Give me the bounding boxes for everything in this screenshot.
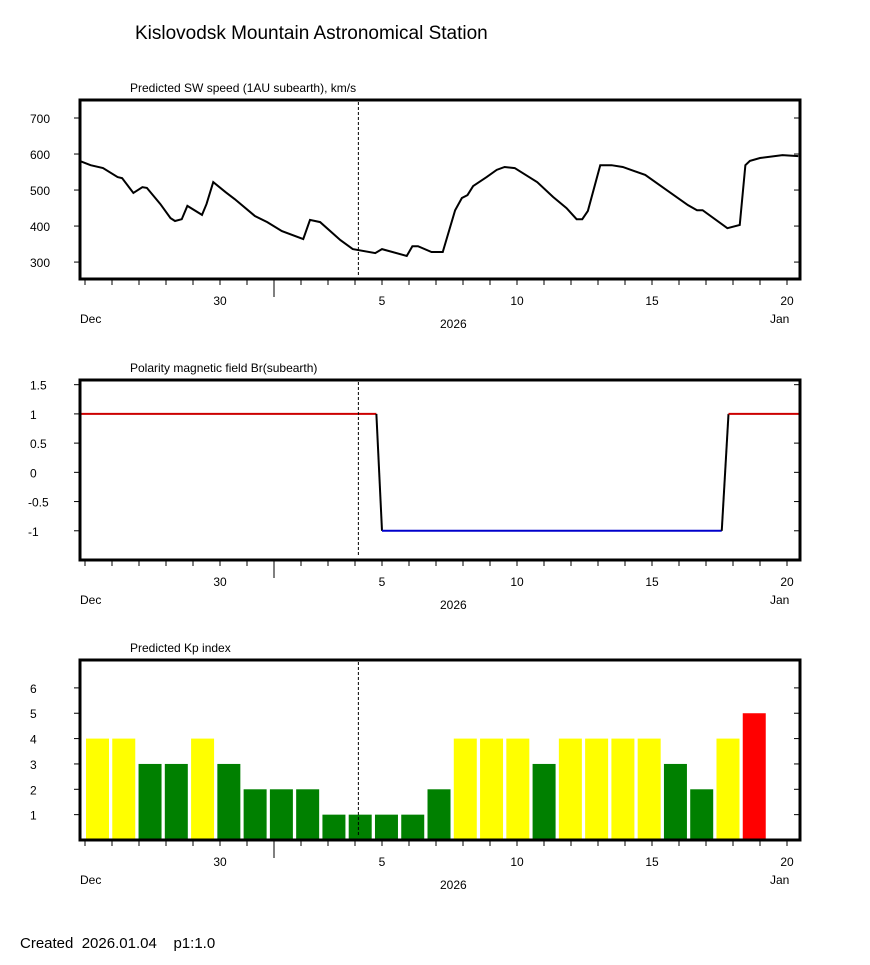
kp-bar-2026-01-08: [453, 738, 477, 840]
y-tick-label: 5: [30, 707, 37, 721]
kp-bar-2026-01-03: [322, 814, 346, 840]
x-tick-label: 20: [780, 575, 794, 589]
x-tick-label: 30: [213, 855, 227, 869]
x-month-left: Dec: [80, 873, 101, 887]
x-tick-label: 15: [645, 575, 659, 589]
kp-bar-2026-01-17: [690, 789, 714, 840]
panel-2: Polarity magnetic field Br(subearth) -1 -0…: [28, 361, 802, 612]
figure-title: Kislovodsk Mountain Astronomical Station: [135, 23, 488, 44]
kp-bar-2026-01-13: [585, 738, 609, 840]
y-tick-label: 1.5: [30, 379, 47, 393]
x-month-right: Jan: [770, 873, 789, 887]
x-tick-label: 15: [645, 294, 659, 308]
y-tick-label: 0.5: [30, 437, 47, 451]
kp-bar-2026-01-04: [348, 814, 372, 840]
y-tick-label: 500: [30, 184, 50, 198]
y-tick-label: 1: [30, 408, 37, 422]
x-tick-label: 30: [213, 294, 227, 308]
kp-bar-2026-01-18: [716, 738, 740, 840]
x-tick-label: 5: [379, 575, 386, 589]
x-tick-label: 15: [645, 855, 659, 869]
x-tick-label: 30: [213, 575, 227, 589]
x-tick-label: 20: [780, 855, 794, 869]
kp-bar-2026-01-06: [401, 814, 425, 840]
y-tick-label: 3: [30, 758, 37, 772]
x-month-right: Jan: [770, 593, 789, 607]
kp-bar-2026-01-14: [611, 738, 635, 840]
plot-frame: [78, 658, 802, 842]
kp-bar-2026-01-07: [427, 789, 451, 840]
kp-bar-2025-12-30: [217, 763, 241, 840]
page-label: p1:1.0: [173, 935, 216, 952]
kp-bar-2026-01-10: [506, 738, 530, 840]
y-tick-label: 700: [30, 112, 50, 126]
y-tick-label: 6: [30, 682, 37, 696]
kp-bar-2025-12-26: [112, 738, 136, 840]
x-tick-label: 10: [510, 575, 524, 589]
x-tick-label: 5: [379, 855, 386, 869]
x-tick-label: 20: [780, 294, 794, 308]
x-tick-label: 10: [510, 855, 524, 869]
footer: Created 2026.01.04 p1:1.0: [20, 935, 215, 952]
x-month-left: Dec: [80, 593, 101, 607]
kp-bar-2026-01-09: [480, 738, 504, 840]
y-tick-label: -1: [28, 525, 39, 539]
y-tick-label: 4: [30, 733, 37, 747]
kp-bar-2025-12-29: [191, 738, 215, 840]
x-month-right: Jan: [770, 312, 789, 326]
plot-frame: [78, 98, 802, 281]
polarity-transition: [720, 413, 730, 531]
x-year-label: 2026: [440, 317, 467, 331]
x-year-label: 2026: [440, 878, 467, 892]
kp-bar-2026-01-01: [269, 789, 293, 840]
panel-1: Predicted SW speed (1AU subearth), km/s 3…: [30, 81, 802, 331]
sw-speed-line: [79, 154, 799, 258]
y-tick-label: -0.5: [28, 496, 49, 510]
panel-title: Predicted Kp index: [130, 641, 231, 655]
created-date: 2026.01.04: [81, 935, 157, 952]
x-tick-label: 10: [510, 294, 524, 308]
y-tick-label: 2: [30, 783, 37, 797]
kp-bar-2025-12-27: [138, 763, 162, 840]
created-label: Created: [20, 935, 74, 952]
kp-bar-2025-12-31: [243, 789, 267, 840]
kp-bar-2026-01-16: [663, 763, 687, 840]
kp-bar-2026-01-11: [532, 763, 556, 840]
y-tick-label: 600: [30, 148, 50, 162]
x-tick-label: 5: [379, 294, 386, 308]
panel-title: Polarity magnetic field Br(subearth): [130, 361, 317, 375]
kp-bar-2026-01-12: [558, 738, 582, 840]
kp-bar-2025-12-25: [86, 738, 109, 840]
kp-bar-2026-01-02: [296, 789, 320, 840]
y-tick-label: 400: [30, 220, 50, 234]
panel-3: Predicted Kp index 1 2 3 4 5 6 30 5 10 15 20 Dec 2026…: [30, 641, 802, 892]
plot-frame: [78, 378, 802, 562]
kp-bar-2025-12-28: [164, 763, 188, 840]
y-tick-label: 1: [30, 809, 37, 823]
panel-title: Predicted SW speed (1AU subearth), km/s: [130, 81, 356, 95]
y-tick-label: 0: [30, 466, 37, 480]
kp-bar-2026-01-19: [742, 713, 766, 840]
x-year-label: 2026: [440, 598, 467, 612]
x-month-left: Dec: [80, 312, 101, 326]
kp-bar-2026-01-15: [637, 738, 661, 840]
y-tick-label: 300: [30, 256, 50, 270]
kp-bar-2026-01-05: [374, 814, 398, 840]
polarity-transition: [375, 413, 383, 531]
